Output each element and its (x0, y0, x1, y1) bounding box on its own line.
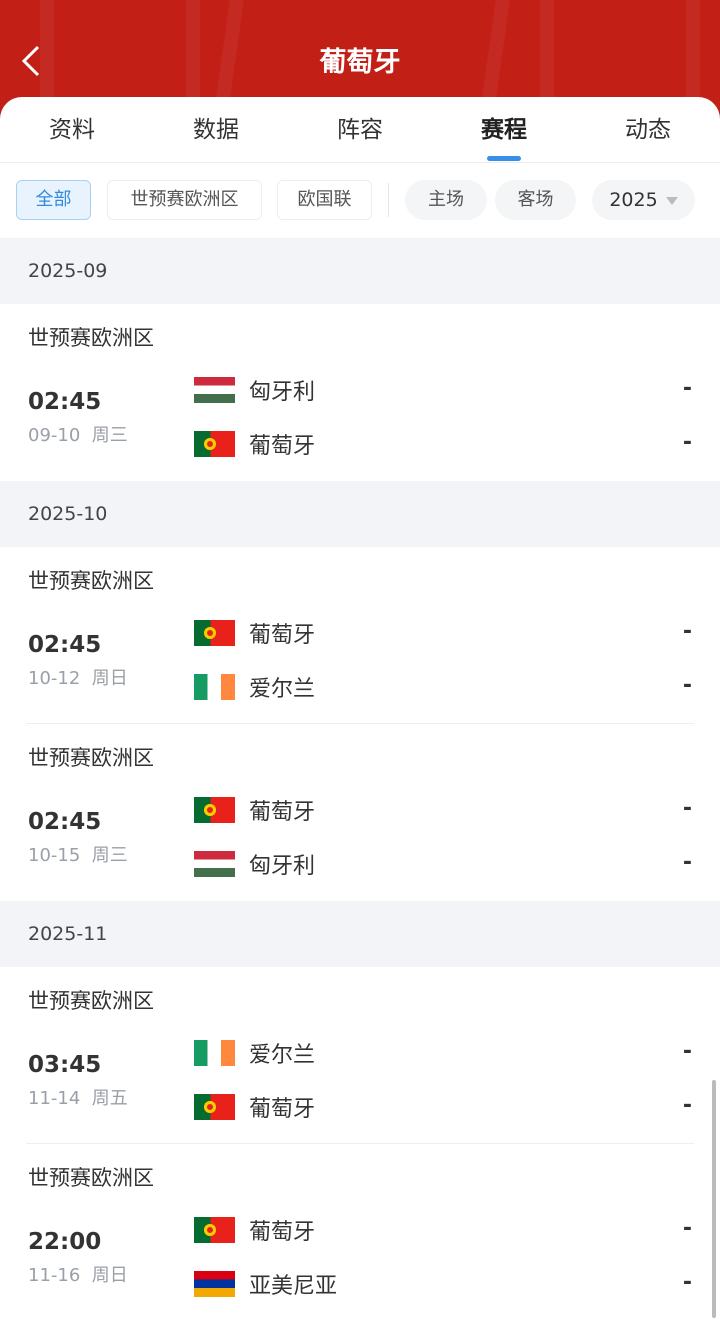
home-score: - (682, 1216, 692, 1241)
home-score: - (682, 619, 692, 644)
competition-name: 世预赛欧洲区 (28, 746, 154, 770)
weekday: 周日 (91, 1265, 128, 1286)
match-list: 2025-09 世预赛欧洲区 02:45 09-10 周三 匈牙利 葡萄牙 - … (0, 238, 720, 1321)
team-name: 爱尔兰 (249, 677, 316, 702)
competition-name: 世预赛欧洲区 (28, 1166, 154, 1190)
filter-bar: 全部 世预赛欧洲区 欧国联 主场 客场 2025 (0, 163, 720, 238)
home-team[interactable]: 葡萄牙 (194, 1216, 316, 1245)
filter-all[interactable]: 全部 (16, 180, 91, 220)
date: 11-16 (28, 1265, 81, 1286)
chevron-left-icon (21, 45, 40, 77)
flag-pt-icon (194, 797, 235, 823)
match-row[interactable]: 世预赛欧洲区 02:45 10-12 周日 葡萄牙 爱尔兰 - - (0, 547, 720, 724)
flag-hu-icon (194, 377, 235, 403)
tab-bar: 资料 数据 阵容 赛程 动态 (0, 97, 720, 163)
weekday: 周三 (91, 425, 128, 446)
tab-profile[interactable]: 资料 (49, 117, 95, 143)
match-date: 10-12 周日 (28, 664, 128, 690)
competition-name: 世预赛欧洲区 (28, 989, 154, 1013)
team-name: 匈牙利 (249, 854, 316, 879)
away-score: - (682, 430, 692, 455)
match-row[interactable]: 世预赛欧洲区 03:45 11-14 周五 爱尔兰 葡萄牙 - - (0, 967, 720, 1144)
match-time: 02:45 (28, 389, 102, 415)
team-name: 葡萄牙 (249, 623, 316, 648)
date: 10-15 (28, 845, 81, 866)
weekday: 周三 (91, 845, 128, 866)
tab-stats[interactable]: 数据 (193, 117, 239, 143)
tab-squad[interactable]: 阵容 (337, 117, 383, 143)
away-team[interactable]: 匈牙利 (194, 850, 316, 879)
match-time: 02:45 (28, 809, 102, 835)
home-score: - (682, 376, 692, 401)
team-name: 匈牙利 (249, 380, 316, 405)
competition-name: 世预赛欧洲区 (28, 569, 154, 593)
away-team[interactable]: 葡萄牙 (194, 430, 316, 459)
flag-hu-icon (194, 851, 235, 877)
team-name: 爱尔兰 (249, 1043, 316, 1068)
team-name: 葡萄牙 (249, 800, 316, 825)
divider (388, 183, 389, 217)
scrollbar[interactable] (712, 1080, 716, 1318)
match-time: 02:45 (28, 632, 102, 658)
flag-ie-icon (194, 1040, 235, 1066)
match-date: 09-10 周三 (28, 421, 128, 447)
team-name: 葡萄牙 (249, 434, 316, 459)
flag-ie-icon (194, 674, 235, 700)
filter-home[interactable]: 主场 (405, 180, 487, 220)
match-row[interactable]: 世预赛欧洲区 22:00 11-16 周日 葡萄牙 亚美尼亚 - - (0, 1144, 720, 1321)
filter-wcq-europe[interactable]: 世预赛欧洲区 (107, 180, 262, 220)
flag-pt-icon (194, 1094, 235, 1120)
weekday: 周五 (91, 1088, 128, 1109)
filter-away[interactable]: 客场 (495, 180, 576, 220)
flag-am-icon (194, 1271, 235, 1297)
home-team[interactable]: 葡萄牙 (194, 619, 316, 648)
match-row[interactable]: 世预赛欧洲区 02:45 09-10 周三 匈牙利 葡萄牙 - - (0, 304, 720, 481)
team-name: 葡萄牙 (249, 1220, 316, 1245)
match-row[interactable]: 世预赛欧洲区 02:45 10-15 周三 葡萄牙 匈牙利 - - (0, 724, 720, 901)
flag-pt-icon (194, 1217, 235, 1243)
home-team[interactable]: 匈牙利 (194, 376, 316, 405)
match-time: 03:45 (28, 1052, 102, 1078)
match-date: 10-15 周三 (28, 841, 128, 867)
team-name: 葡萄牙 (249, 1097, 316, 1122)
month-header: 2025-09 (0, 238, 720, 304)
weekday: 周日 (91, 668, 128, 689)
date: 09-10 (28, 425, 81, 446)
year-value: 2025 (609, 189, 658, 211)
away-team[interactable]: 葡萄牙 (194, 1093, 316, 1122)
tab-schedule[interactable]: 赛程 (432, 97, 576, 162)
year-select[interactable]: 2025 (592, 180, 695, 220)
date: 11-14 (28, 1088, 81, 1109)
competition-name: 世预赛欧洲区 (28, 326, 154, 350)
page-title: 葡萄牙 (319, 47, 401, 78)
month-header: 2025-11 (0, 901, 720, 967)
back-button[interactable] (18, 44, 48, 78)
home-score: - (682, 796, 692, 821)
away-team[interactable]: 亚美尼亚 (194, 1270, 338, 1299)
caret-down-icon (665, 196, 678, 205)
team-name: 亚美尼亚 (249, 1274, 338, 1299)
match-date: 11-14 周五 (28, 1084, 128, 1110)
home-team[interactable]: 爱尔兰 (194, 1039, 316, 1068)
away-score: - (682, 673, 692, 698)
flag-pt-icon (194, 620, 235, 646)
flag-pt-icon (194, 431, 235, 457)
tab-news[interactable]: 动态 (625, 117, 671, 143)
away-score: - (682, 850, 692, 875)
match-time: 22:00 (28, 1229, 102, 1255)
away-score: - (682, 1270, 692, 1295)
away-score: - (682, 1093, 692, 1118)
content-card: 资料 数据 阵容 赛程 动态 全部 世预赛欧洲区 欧国联 主场 客场 2025 … (0, 97, 720, 1318)
home-score: - (682, 1039, 692, 1064)
date: 10-12 (28, 668, 81, 689)
filter-nations-league[interactable]: 欧国联 (277, 180, 372, 220)
home-team[interactable]: 葡萄牙 (194, 796, 316, 825)
month-header: 2025-10 (0, 481, 720, 547)
match-date: 11-16 周日 (28, 1261, 128, 1287)
away-team[interactable]: 爱尔兰 (194, 673, 316, 702)
